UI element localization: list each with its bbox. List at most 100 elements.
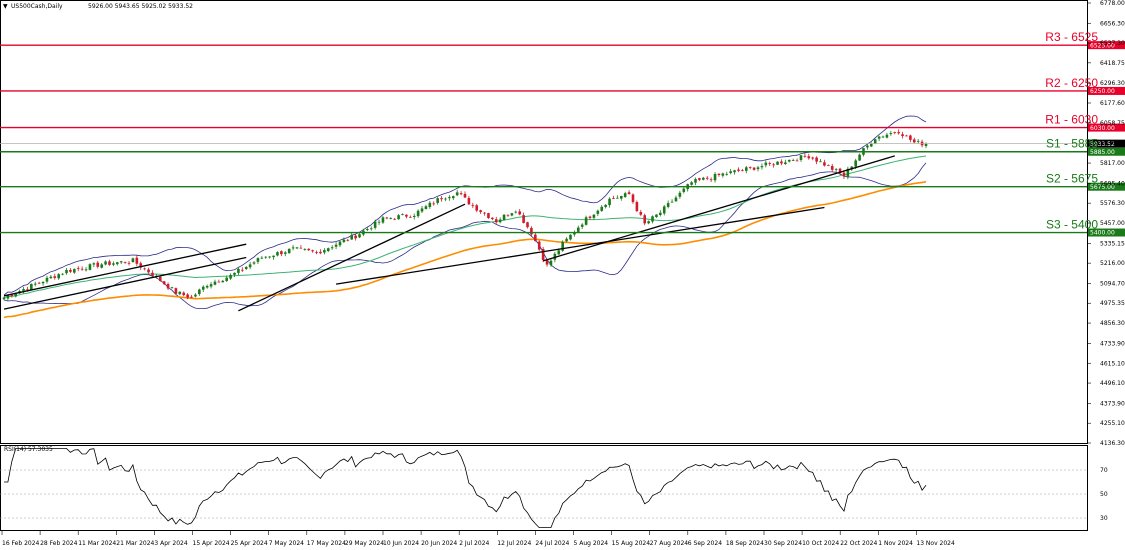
- date-tick-label: 10 Oct 2024: [802, 540, 839, 547]
- candle-bear: [139, 263, 143, 268]
- candle-bull: [358, 234, 361, 238]
- main-pane-border: [0, 0, 1088, 444]
- candle-bear: [752, 167, 756, 170]
- candle-bull: [420, 208, 424, 212]
- candle-bull: [916, 140, 920, 142]
- price-tick-label: 5695.40: [1100, 180, 1125, 187]
- candle-bear: [479, 210, 482, 212]
- candle-bear: [772, 164, 775, 166]
- candle-bull: [729, 171, 732, 174]
- candle-bull: [30, 283, 33, 290]
- candle-bull: [65, 269, 68, 274]
- level-price-tag: [1088, 228, 1125, 237]
- level-label: S3 - 5400: [1046, 218, 1098, 232]
- candle-bull: [287, 248, 291, 254]
- candle-bull: [694, 179, 697, 183]
- price-tick-label: 5576.30: [1100, 200, 1125, 207]
- price-tick-label: 5457.00: [1100, 220, 1125, 227]
- candle-bull: [424, 206, 428, 209]
- level-price-value: 5885.00: [1090, 149, 1115, 156]
- candle-bull: [401, 214, 404, 215]
- candle-bear: [467, 198, 471, 205]
- candle-bear: [698, 178, 701, 180]
- candle-bull: [198, 289, 201, 295]
- candle-bear: [307, 248, 311, 251]
- candle-bull: [303, 249, 307, 250]
- candle-bear: [612, 198, 615, 200]
- candle-bull: [674, 197, 678, 202]
- candle-bear: [440, 198, 443, 200]
- candle-bull: [721, 173, 725, 176]
- candle-bull: [569, 234, 572, 240]
- level-price-value: 5400.00: [1090, 230, 1115, 237]
- candle-bear: [537, 241, 541, 250]
- candle-bear: [909, 135, 912, 140]
- level-price-value: 6525.00: [1090, 42, 1115, 49]
- candle-bull: [334, 244, 338, 247]
- candle-bull: [776, 161, 779, 165]
- candle-bear: [541, 248, 545, 260]
- candle-bull: [264, 256, 268, 258]
- candle-bull: [647, 221, 650, 224]
- candle-bull: [342, 239, 346, 242]
- date-axis: 16 Feb 2024 28 Feb 2024 11 Mar 2024 21 Mar …: [1, 531, 955, 547]
- bollinger-lower: [3, 162, 927, 309]
- candle-bull: [619, 196, 623, 199]
- candle-bull: [229, 274, 232, 279]
- date-tick-label: 20 Jun 2024: [421, 540, 457, 547]
- candle-bear: [475, 205, 479, 211]
- candle-bull: [209, 284, 213, 287]
- price-tick-label: 5817.00: [1100, 160, 1125, 167]
- candle-bull: [194, 294, 197, 297]
- candle-bull: [733, 170, 736, 173]
- candle-bull: [850, 166, 854, 170]
- candle-bear: [166, 284, 170, 289]
- level-price-tag: [1088, 123, 1125, 132]
- candle-bear: [897, 132, 900, 134]
- candle-bear: [190, 296, 193, 298]
- candle-bull: [498, 219, 502, 223]
- candle-bull: [369, 228, 373, 230]
- candle-bull: [846, 168, 850, 178]
- candle-bull: [57, 274, 60, 279]
- candle-bull: [573, 232, 576, 235]
- candle-bull: [819, 161, 822, 163]
- candle-bull: [510, 213, 514, 216]
- level-label: R1 - 6030: [1045, 113, 1098, 127]
- candle-bull: [381, 217, 385, 223]
- price-axis: 6778.00 6656.30 6537.30 6418.75 6296.30 6177.…: [1087, 0, 1125, 447]
- candle-bull: [881, 136, 885, 138]
- candle-bull: [178, 291, 182, 295]
- candle-bull: [616, 197, 619, 199]
- candle-bear: [705, 177, 709, 179]
- candle-bull: [436, 198, 439, 203]
- candle-bull: [330, 247, 334, 249]
- candle-bull: [834, 169, 838, 170]
- candle-bull: [338, 241, 342, 246]
- candle-bull: [791, 160, 795, 161]
- candle-bull: [596, 210, 600, 214]
- candle-bear: [69, 269, 72, 272]
- collapse-arrow-icon[interactable]: ▼: [3, 3, 8, 10]
- candle-bear: [807, 156, 811, 159]
- candle-bull: [444, 198, 447, 200]
- candle-bull: [670, 201, 674, 203]
- price-tick-label: 6656.30: [1100, 20, 1125, 27]
- trendline: [542, 155, 895, 262]
- level-price-tag: [1088, 41, 1125, 50]
- price-tick-label: 6418.75: [1100, 60, 1125, 67]
- sma-green: [3, 155, 927, 298]
- price-tick-label: 4733.90: [1100, 340, 1125, 347]
- chart-frame: [0, 0, 1088, 531]
- candle-bull: [592, 214, 596, 218]
- candle-bull: [170, 287, 174, 289]
- candle-bull: [455, 192, 459, 196]
- candle-bear: [143, 268, 146, 270]
- candle-bear: [315, 252, 318, 253]
- bollinger-upper: [3, 115, 927, 296]
- candle-bear: [26, 289, 29, 291]
- level-label: S2 - 5675: [1046, 172, 1098, 186]
- candle-bear: [811, 157, 815, 159]
